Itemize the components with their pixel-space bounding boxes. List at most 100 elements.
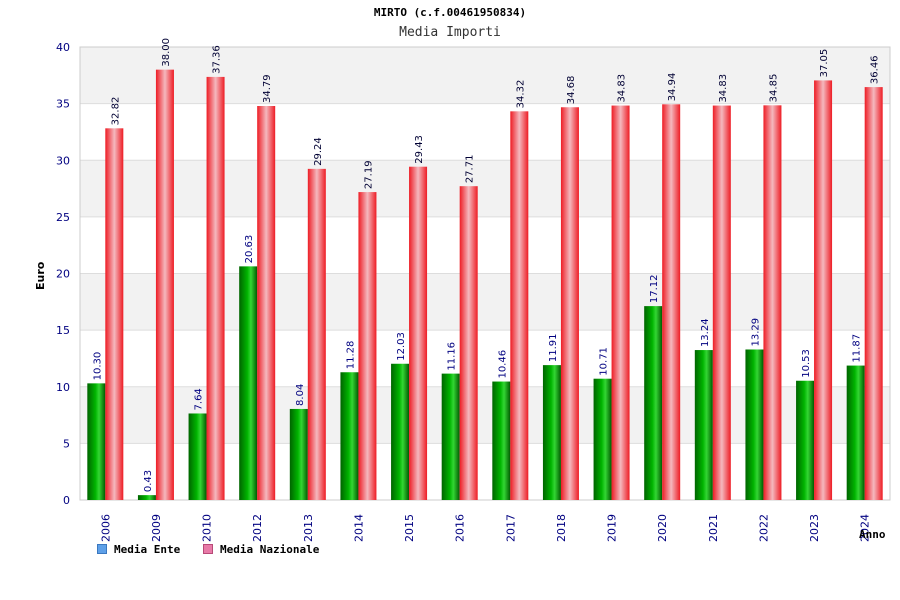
- x-tick-label: 2006: [99, 514, 112, 542]
- x-tick-label: 2010: [201, 514, 214, 542]
- data-label-media-nazionale: 27.71: [465, 155, 476, 184]
- data-label-media-ente: 8.04: [295, 384, 306, 406]
- x-tick-label: 2023: [808, 514, 821, 542]
- x-tick-label: 2024: [859, 514, 872, 542]
- bar-media-ente: [239, 266, 258, 500]
- bar-media-nazionale: [712, 105, 731, 501]
- x-tick-label: 2018: [555, 514, 568, 542]
- bar-media-nazionale: [307, 168, 326, 500]
- data-label-media-nazionale: 34.94: [667, 73, 678, 102]
- data-label-media-nazionale: 34.68: [566, 76, 577, 105]
- legend-swatch-ente: [97, 544, 107, 554]
- y-tick-label: 0: [63, 494, 70, 507]
- bar-media-nazionale: [611, 105, 630, 501]
- data-label-media-ente: 11.16: [447, 342, 458, 371]
- x-tick-label: 2016: [454, 514, 467, 542]
- data-label-media-nazionale: 34.83: [617, 74, 628, 103]
- bar-media-ente: [542, 365, 561, 500]
- data-label-media-ente: 11.87: [852, 334, 863, 363]
- data-label-media-ente: 7.64: [194, 388, 205, 410]
- data-label-media-ente: 12.03: [396, 332, 407, 361]
- bar-media-ente: [87, 383, 106, 500]
- data-label-media-nazionale: 37.05: [819, 49, 830, 78]
- bar-media-nazionale: [763, 105, 782, 500]
- x-tick-label: 2013: [302, 514, 315, 542]
- bar-media-ente: [340, 372, 359, 500]
- x-tick-label: 2019: [606, 514, 619, 542]
- chart-title: MIRTO (c.f.00461950834): [373, 6, 527, 19]
- bar-media-ente: [745, 349, 764, 500]
- x-axis-label: Anno: [859, 528, 886, 541]
- y-tick-label: 40: [56, 41, 70, 54]
- bar-media-nazionale: [409, 166, 428, 500]
- bar-media-nazionale: [105, 128, 124, 500]
- bar-media-ente: [188, 413, 207, 500]
- bar-media-nazionale: [155, 69, 174, 501]
- data-label-media-nazionale: 27.19: [363, 160, 374, 189]
- bar-media-ente: [391, 363, 410, 500]
- data-label-media-ente: 10.53: [801, 349, 812, 378]
- x-tick-label: 2017: [504, 514, 517, 542]
- bar-media-nazionale: [560, 107, 579, 501]
- data-label-media-nazionale: 34.83: [718, 74, 729, 103]
- y-tick-label: 30: [56, 154, 70, 167]
- bar-media-nazionale: [814, 80, 833, 500]
- y-tick-label: 5: [63, 437, 70, 450]
- x-tick-label: 2020: [656, 514, 669, 542]
- data-label-media-ente: 10.71: [599, 347, 610, 376]
- legend-swatch-nazionale: [203, 544, 213, 554]
- bar-media-ente: [289, 408, 308, 500]
- data-label-media-nazionale: 38.00: [161, 38, 172, 67]
- data-label-media-ente: 0.43: [143, 470, 154, 492]
- x-tick-label: 2012: [251, 514, 264, 542]
- x-tick-label: 2014: [352, 514, 365, 542]
- legend-label-ente: Media Ente: [114, 543, 181, 556]
- data-label-media-nazionale: 34.85: [768, 74, 779, 103]
- x-tick-label: 2015: [403, 514, 416, 542]
- data-label-media-ente: 17.12: [649, 274, 660, 303]
- bar-media-nazionale: [864, 87, 883, 500]
- x-tick-label: 2021: [707, 514, 720, 542]
- bar-media-ente: [796, 380, 815, 500]
- x-tick-label: 2022: [757, 514, 770, 542]
- data-label-media-ente: 20.63: [244, 235, 255, 264]
- y-tick-label: 15: [56, 324, 70, 337]
- bar-media-ente: [441, 373, 460, 500]
- plot-frame: [79, 46, 891, 501]
- data-label-media-ente: 11.28: [345, 341, 356, 370]
- data-label-media-ente: 10.30: [92, 352, 103, 381]
- data-label-media-nazionale: 32.82: [110, 97, 121, 126]
- y-axis-label: Euro: [34, 261, 47, 290]
- data-label-media-ente: 11.91: [548, 333, 559, 362]
- bar-media-nazionale: [257, 106, 276, 501]
- data-label-media-ente: 13.24: [700, 318, 711, 347]
- bar-media-nazionale: [358, 192, 377, 501]
- bar-media-nazionale: [510, 111, 529, 501]
- data-label-media-nazionale: 29.24: [313, 137, 324, 166]
- data-label-media-nazionale: 36.46: [870, 55, 881, 84]
- x-tick-label: 2009: [150, 514, 163, 542]
- y-tick-label: 35: [56, 98, 70, 111]
- bar-media-nazionale: [206, 76, 225, 500]
- bar-media-ente: [492, 381, 511, 500]
- data-label-media-nazionale: 29.43: [414, 135, 425, 164]
- data-label-media-nazionale: 34.32: [515, 80, 526, 109]
- data-label-media-ente: 10.46: [497, 350, 508, 379]
- data-label-media-ente: 13.29: [750, 318, 761, 347]
- data-label-media-nazionale: 37.36: [212, 45, 223, 74]
- bar-media-ente: [644, 306, 663, 500]
- y-tick-label: 20: [56, 268, 70, 281]
- data-label-media-nazionale: 34.79: [262, 74, 273, 103]
- bar-media-nazionale: [459, 186, 478, 500]
- y-tick-label: 10: [56, 381, 70, 394]
- y-tick-label: 25: [56, 211, 70, 224]
- bar-media-ente: [593, 378, 612, 500]
- legend-item-media-ente: Media Ente: [97, 543, 180, 556]
- legend-item-media-nazionale: Media Nazionale: [203, 543, 319, 556]
- chart-subtitle: Media Importi: [399, 25, 501, 40]
- bar-media-ente: [846, 365, 865, 500]
- bar-media-ente: [694, 350, 713, 500]
- bar-media-ente: [137, 495, 156, 500]
- legend-label-nazionale: Media Nazionale: [220, 543, 320, 556]
